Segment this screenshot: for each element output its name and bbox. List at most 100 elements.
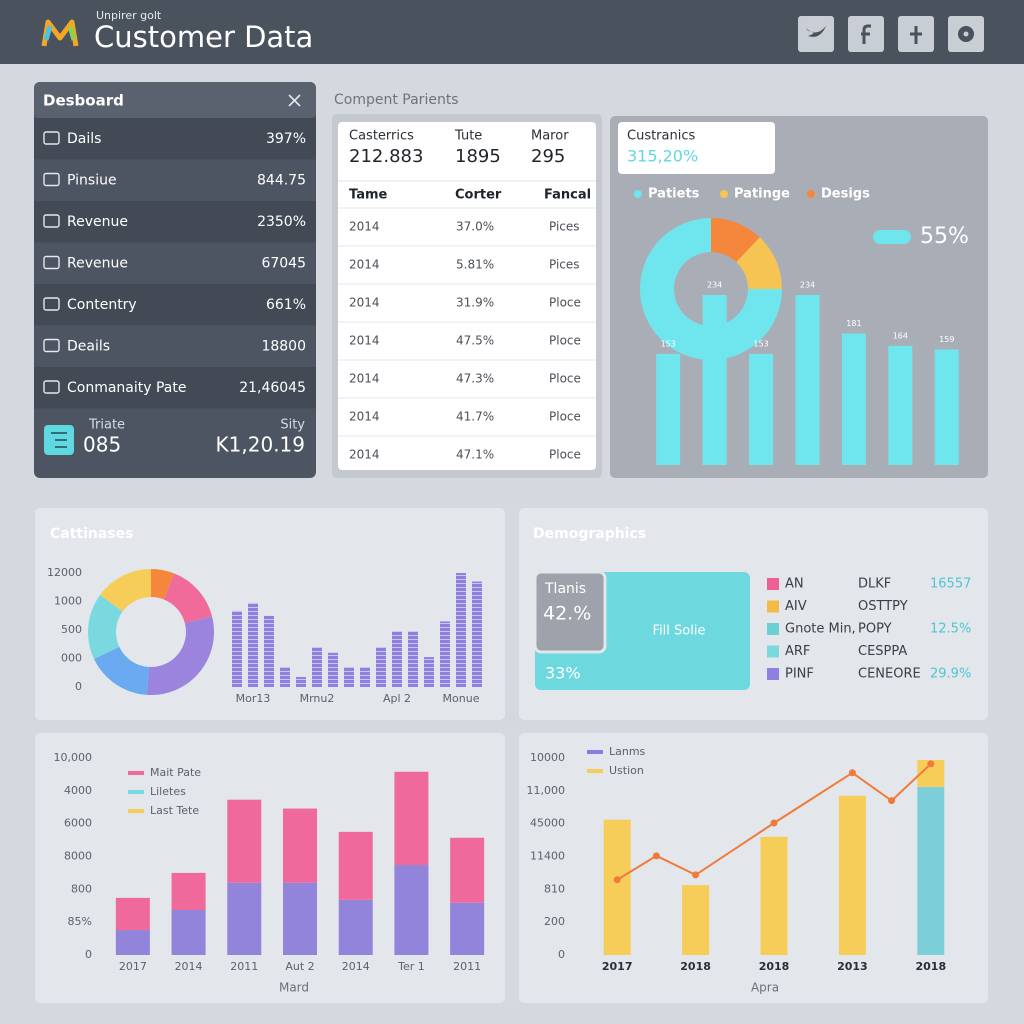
legend-name: AN bbox=[785, 577, 804, 592]
y-tick-label: 500 bbox=[61, 623, 82, 636]
x-tick-label: 2013 bbox=[837, 960, 868, 973]
bar bbox=[749, 353, 774, 465]
table-cell: Ploce bbox=[549, 334, 581, 348]
stat-value: 315,20% bbox=[627, 147, 698, 166]
line-point bbox=[652, 852, 660, 860]
row-label: Pinsiue bbox=[67, 173, 117, 189]
stacked-panel bbox=[35, 733, 505, 1003]
bar-segment bbox=[338, 899, 373, 955]
data-label: 159 bbox=[939, 335, 954, 344]
sidebar-row bbox=[34, 118, 316, 160]
data-label: 234 bbox=[707, 281, 722, 290]
table-cell: 2014 bbox=[349, 448, 380, 462]
y-tick-label: 8000 bbox=[64, 850, 92, 863]
legend-code: DLKF bbox=[858, 577, 891, 592]
legend-code: CESPPA bbox=[858, 644, 907, 659]
pie-slice bbox=[100, 569, 151, 612]
column-header: Corter bbox=[455, 188, 502, 203]
bar bbox=[424, 657, 434, 687]
y-tick-label: 10,000 bbox=[54, 751, 93, 764]
data-label: 164 bbox=[893, 331, 908, 340]
sidebar-row bbox=[34, 367, 316, 409]
stat-value: 295 bbox=[531, 146, 565, 167]
bar-segment bbox=[450, 837, 485, 903]
sidebar-row bbox=[34, 159, 316, 201]
y-tick-label: 200 bbox=[544, 915, 565, 928]
pie-slice bbox=[151, 569, 175, 600]
legend-value: 29.9% bbox=[930, 667, 971, 682]
legend-label: Desigs bbox=[821, 187, 870, 202]
row-icon bbox=[43, 214, 60, 228]
bar-segment bbox=[283, 808, 317, 883]
table-cell: Pices bbox=[549, 258, 580, 272]
legend-name: ARF bbox=[785, 644, 810, 659]
table-cell: 37.0% bbox=[456, 220, 494, 234]
legend-label: Ustion bbox=[609, 764, 644, 777]
legend-swatch bbox=[767, 645, 779, 658]
table-cell: Ploce bbox=[549, 410, 581, 424]
stat-label: Casterrics bbox=[349, 129, 414, 144]
footer-icon-lines bbox=[51, 432, 67, 448]
line-point bbox=[927, 760, 935, 768]
legend-swatch bbox=[767, 600, 779, 613]
block-label: Tlanis bbox=[544, 581, 586, 597]
bar bbox=[838, 795, 866, 955]
bar bbox=[232, 610, 242, 687]
stat-label: Custranics bbox=[627, 129, 695, 144]
line-point bbox=[888, 797, 896, 805]
legend-name: Gnote Min, bbox=[785, 622, 856, 637]
legend-swatch bbox=[767, 578, 779, 590]
x-tick-label: Mrnu2 bbox=[300, 692, 335, 705]
row-icon bbox=[43, 255, 60, 270]
row-icon bbox=[43, 380, 60, 394]
bar bbox=[376, 647, 386, 687]
block-fill-label: Fill Solie bbox=[653, 624, 706, 639]
bar bbox=[888, 345, 913, 465]
bar bbox=[934, 349, 959, 465]
sidebar-row bbox=[34, 284, 316, 326]
table-cell: Ploce bbox=[549, 448, 581, 462]
bar-segment bbox=[283, 882, 317, 955]
data-label: 234 bbox=[800, 281, 815, 290]
x-tick-label: Apl 2 bbox=[383, 692, 411, 705]
y-tick-label: 810 bbox=[544, 882, 565, 895]
close-button[interactable] bbox=[288, 94, 301, 107]
line-point bbox=[692, 871, 700, 879]
bar-segment bbox=[115, 897, 150, 931]
bar-segment bbox=[394, 771, 429, 866]
row-label: Revenue bbox=[67, 256, 128, 272]
sidebar-row bbox=[34, 242, 316, 284]
bar-segment bbox=[450, 902, 485, 955]
table-cell: 2014 bbox=[349, 334, 380, 348]
x-tick-label: Mor13 bbox=[236, 692, 271, 705]
legend-name: AIV bbox=[785, 599, 807, 614]
legend-dot bbox=[634, 190, 642, 198]
legend-label: Last Tete bbox=[150, 804, 199, 817]
brand: Unpirer golt bbox=[96, 9, 162, 22]
row-label: Deails bbox=[67, 339, 110, 355]
y-tick-label: 45000 bbox=[530, 817, 565, 830]
bar-segment bbox=[338, 831, 373, 900]
data-label: 153 bbox=[753, 339, 768, 348]
legend-dot bbox=[807, 190, 815, 198]
y-tick-label: 1000 bbox=[54, 595, 82, 608]
footer-label: Triate bbox=[88, 418, 125, 433]
table-cell: 31.9% bbox=[456, 296, 494, 310]
bar bbox=[456, 573, 466, 687]
legend-name: PINF bbox=[785, 667, 814, 682]
y-tick-label: 11400 bbox=[530, 850, 565, 863]
y-tick-label: 6000 bbox=[64, 817, 92, 830]
table-cell: 2014 bbox=[349, 296, 380, 310]
x-tick-label: Ter 1 bbox=[397, 960, 425, 973]
legend-swatch bbox=[767, 623, 779, 635]
bar bbox=[682, 885, 710, 955]
row-value: 661% bbox=[266, 297, 306, 313]
pie-slice bbox=[711, 218, 760, 263]
bar-segment bbox=[171, 872, 206, 911]
table-cell: 47.3% bbox=[456, 372, 494, 386]
row-label: Contentry bbox=[67, 297, 137, 313]
y-tick-label: 85% bbox=[68, 915, 92, 928]
x-tick-label: 2014 bbox=[175, 960, 203, 973]
